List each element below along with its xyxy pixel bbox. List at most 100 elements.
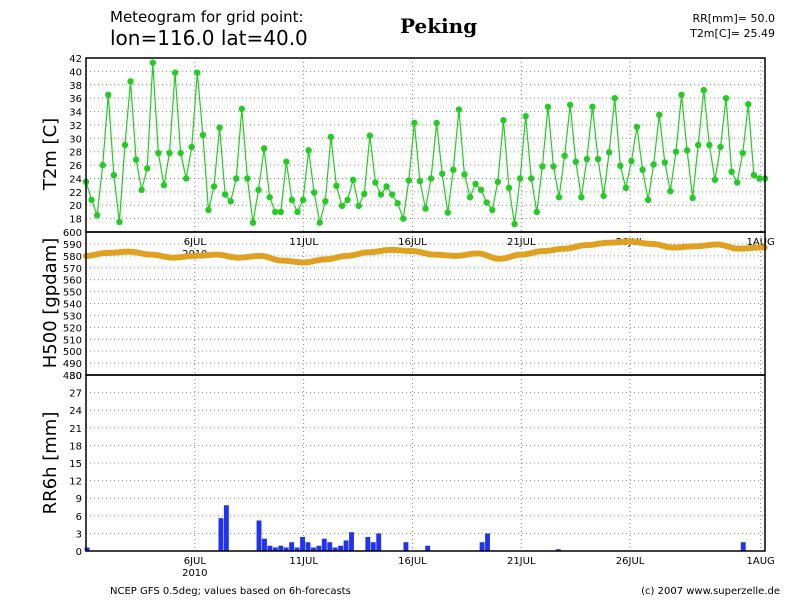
t2m-point	[366, 132, 374, 139]
x-tick-label: 26JUL	[616, 556, 645, 567]
x-tick-label: 6JUL	[184, 556, 207, 567]
y-tick-label: 21	[69, 424, 82, 435]
grid-lines	[86, 58, 765, 551]
x-tick-label: 1AUG	[747, 237, 775, 248]
precip-bar	[223, 505, 229, 551]
t2m-point	[244, 175, 251, 182]
t2m-point	[361, 190, 368, 198]
x-tick-label: 21JUL	[507, 237, 536, 248]
t2m-point	[216, 124, 223, 131]
t2m-point	[722, 94, 730, 102]
t2m-point	[583, 155, 591, 163]
t2m-point	[533, 208, 541, 216]
footer-copyright: (c) 2007 www.superzelle.de	[641, 586, 780, 597]
x-tick-label: 1AUG	[747, 556, 775, 567]
y-tick-label: 3	[76, 529, 82, 540]
t2m-point	[110, 171, 118, 179]
t2m-point	[355, 202, 362, 210]
t2m-point	[394, 200, 401, 207]
t2m-point	[438, 170, 446, 177]
precip-bar	[485, 533, 490, 551]
t2m-point	[750, 171, 758, 179]
t2m-point	[88, 196, 95, 204]
y-tick-label: 480	[63, 371, 82, 382]
y-tick-label: 530	[63, 311, 82, 322]
t2m-point	[338, 202, 346, 210]
precip-bar	[425, 545, 431, 551]
t2m-point	[617, 162, 624, 169]
year-label: 2010	[182, 568, 207, 579]
t2m-point	[121, 141, 129, 149]
precip-bar	[365, 536, 371, 551]
precip-bar	[349, 532, 354, 551]
t2m-point	[639, 166, 646, 173]
t2m-point	[494, 178, 502, 186]
precip-bar	[370, 542, 376, 551]
title-line-2: lon=116.0 lat=40.0	[110, 26, 308, 50]
x-tick-label: 11JUL	[289, 556, 318, 567]
precip-bar	[332, 547, 338, 551]
y-tick-label: 0	[76, 547, 82, 558]
y-tick-label: 510	[63, 335, 82, 346]
t2m-point	[310, 189, 318, 196]
y-tick-label: 38	[69, 81, 82, 92]
t2m-point	[205, 206, 212, 214]
t2m-point	[450, 166, 457, 173]
t2m-point	[272, 208, 279, 216]
y-tick-label: 32	[69, 121, 82, 132]
t2m-point	[132, 156, 140, 163]
x-tick-labels: 6JUL11JUL16JUL21JUL26JUL1AUG20106JUL11JU…	[182, 237, 775, 579]
x-tick-label: 11JUL	[289, 237, 318, 248]
t2m-point	[511, 220, 518, 228]
t2m-point	[305, 147, 312, 154]
y-tick-label: 550	[63, 288, 82, 299]
t2m-point	[489, 206, 496, 214]
t2m-point	[149, 59, 156, 66]
t2m-point	[739, 149, 746, 157]
y-tick-label: 12	[69, 477, 82, 488]
t2m-point	[288, 196, 296, 204]
y-tick-label: 36	[69, 94, 82, 105]
t2m-point	[706, 141, 713, 149]
ylabel-rr6h: RR6h [mm]	[40, 412, 61, 515]
t2m-point	[477, 186, 485, 194]
t2m-point	[221, 191, 229, 198]
t2m-point	[656, 111, 663, 119]
t2m-point	[433, 119, 440, 127]
t2m-point	[544, 103, 552, 111]
y-tick-labels: 1820222426283032343638404248049050051052…	[63, 54, 82, 558]
x-tick-label: 6JUL	[184, 237, 207, 248]
y-tick-label: 30	[69, 134, 82, 145]
y-tick-label: 40	[69, 67, 82, 78]
precip-bar	[256, 520, 262, 551]
y-tick-label: 520	[63, 323, 82, 334]
t2m-point	[466, 194, 474, 201]
t2m-point	[539, 163, 546, 170]
t2m-point	[522, 113, 529, 120]
t2m-point	[422, 205, 429, 212]
t2m-point	[127, 78, 134, 85]
t2m-point	[400, 215, 407, 222]
t2m-point	[728, 168, 735, 175]
t2m-point	[93, 212, 101, 219]
t2m-point	[416, 177, 424, 185]
footer-source: NCEP GFS 0.5deg; values based on 6h-fore…	[110, 586, 351, 597]
precip-bar	[267, 545, 273, 551]
t2m-point	[678, 91, 685, 99]
t2m-point	[388, 191, 396, 198]
precip-bar	[294, 547, 300, 551]
t2m-point	[745, 100, 752, 108]
y-tick-label: 18	[69, 215, 82, 226]
y-tick-label: 42	[69, 54, 82, 65]
t2m-point	[316, 219, 323, 226]
t2m-point	[667, 187, 674, 195]
t2m-point	[516, 175, 524, 182]
t2m-point	[572, 158, 579, 165]
y-tick-label: 30	[69, 371, 82, 382]
t2m-point	[294, 208, 301, 216]
t2m-point	[372, 179, 379, 186]
y-tick-label: 600	[63, 228, 82, 239]
t2m-point	[344, 196, 351, 204]
t2m-point	[199, 131, 207, 139]
